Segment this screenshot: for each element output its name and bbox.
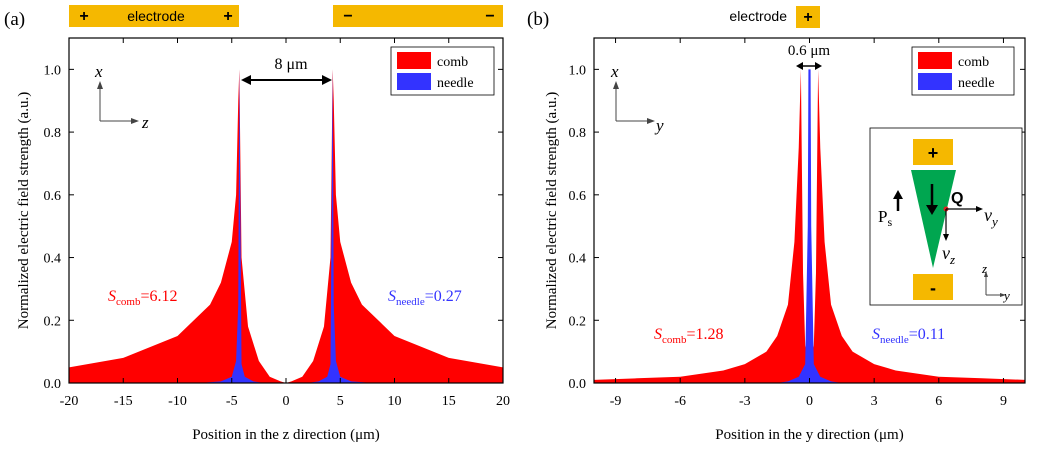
inset-q-label: Q (951, 190, 963, 207)
s-comb-annotation: Scomb=1.28 (654, 326, 723, 346)
y-tick-label: 0.8 (44, 126, 62, 141)
legend-a: comb needle (390, 46, 495, 96)
x-tick-label: -5 (226, 394, 238, 409)
gap-label: 0.6 μm (788, 43, 831, 59)
s-needle-annotation: Sneedle=0.27 (388, 288, 462, 308)
electrode-sign-left: − (343, 8, 352, 25)
inset-needle-shape (911, 170, 956, 268)
legend-b: comb needle (911, 46, 1015, 96)
inset-plus-sign: + (928, 143, 939, 163)
series-area-needle (594, 69, 1025, 384)
y-tick-label: 0.6 (44, 189, 62, 204)
inset-axis-z: z (981, 261, 987, 276)
x-tick-label: -20 (60, 394, 79, 409)
electrode-b: electrode + (729, 6, 820, 28)
inset-minus-sign: - (930, 278, 936, 298)
series-area-comb (69, 69, 503, 384)
panel-label-a: (a) (4, 9, 25, 30)
x-tick-label: 9 (1000, 394, 1007, 409)
x-tick-label: 6 (935, 394, 942, 409)
electrode-bar (796, 6, 820, 28)
x-tick-label: 0 (806, 394, 813, 409)
x-tick-label: 10 (388, 394, 402, 409)
legend-swatch-comb (397, 52, 431, 69)
electrode-bar (333, 5, 503, 27)
y-tick-label: 0.8 (569, 126, 587, 141)
axis-label-x: x (94, 62, 103, 81)
y-tick-label: 0.4 (569, 252, 587, 267)
axes-indicator-a: x z (94, 62, 149, 132)
inset-vz-label: vz (942, 243, 955, 267)
y-tick-label: 0.0 (44, 377, 62, 392)
axis-label-z: z (141, 113, 149, 132)
x-tick-label: -6 (674, 394, 686, 409)
y-tick-label: 0.0 (569, 377, 587, 392)
x-tick-label: 15 (442, 394, 456, 409)
panel-b: (b) electrode + -9 -6 -3 0 3 6 9 0.0 0.2 0.4 0.6 0.… (527, 6, 1026, 443)
electrode-negative-a: − − (333, 5, 503, 27)
y-axis-title: Normalized electric field strength (a.u.… (544, 92, 560, 329)
legend-label-comb: comb (437, 55, 468, 70)
legend-label-comb: comb (958, 55, 989, 70)
electrode-label: electrode (127, 8, 185, 24)
x-axis-title: Position in the y direction (μm) (715, 427, 903, 443)
electrode-sign-right: + (223, 8, 232, 25)
legend-swatch-comb (918, 52, 952, 69)
inset-vy-label: vy (984, 205, 998, 229)
inset-electrode-positive (913, 139, 953, 165)
legend-label-needle: needle (958, 76, 995, 91)
electrode-bar (69, 5, 239, 27)
legend-label-needle: needle (437, 76, 474, 91)
y-tick-label: 0.4 (44, 252, 62, 267)
electrode-label: electrode (729, 8, 787, 24)
x-tick-label: 0 (283, 394, 290, 409)
legend-swatch-needle (918, 73, 952, 90)
axis-label-y: y (654, 116, 664, 135)
x-tick-label: 3 (871, 394, 878, 409)
panel-label-b: (b) (527, 9, 549, 30)
x-tick-label: -10 (168, 394, 187, 409)
y-tick-label: 0.2 (569, 314, 587, 329)
s-comb-annotation: Scomb=6.12 (108, 288, 177, 308)
legend-swatch-needle (397, 73, 431, 90)
x-axis-title: Position in the z direction (μm) (192, 427, 380, 443)
axis-label-x: x (610, 62, 619, 81)
plot-area-a: -20 -15 -10 -5 0 5 10 15 20 0.0 0.2 0.4 0.6 0.8 1.0 Pos… (16, 37, 510, 443)
x-tick-label: 5 (337, 394, 344, 409)
x-tick-label: -15 (114, 394, 133, 409)
inset-electrode-negative (913, 274, 953, 300)
s-needle-annotation: Sneedle=0.11 (872, 326, 945, 346)
plot-area-b: -9 -6 -3 0 3 6 9 0.0 0.2 0.4 0.6 0.8 1.0 Position in … (544, 37, 1026, 443)
electrode-sign-left: + (79, 8, 88, 25)
x-tick-label: 20 (496, 394, 510, 409)
x-tick-label: -9 (610, 394, 622, 409)
gap-annotation-b: 0.6 μm (788, 43, 831, 70)
y-tick-label: 1.0 (569, 63, 587, 78)
panel-a: (a) + electrode + − − -20 -15 -10 -5 0 5 10 15 2… (4, 5, 510, 443)
y-tick-label: 1.0 (44, 63, 62, 78)
gap-label: 8 μm (274, 56, 308, 73)
y-axis-title: Normalized electric field strength (a.u.… (16, 92, 32, 329)
inset-schematic: + - Q Ps vy vz z y (869, 127, 1023, 306)
inset-ps-label: Ps (878, 207, 892, 229)
electrode-sign-right: − (485, 8, 494, 25)
electrode-sign: + (803, 9, 812, 26)
x-tick-label: -3 (739, 394, 751, 409)
y-tick-label: 0.2 (44, 314, 62, 329)
y-tick-label: 0.6 (569, 189, 587, 204)
series-area-needle (69, 69, 503, 384)
electrode-positive-a: + electrode + (69, 5, 239, 27)
axes-indicator-b: x y (610, 62, 664, 135)
gap-annotation-a: 8 μm (241, 56, 332, 85)
inset-axis-y: y (1002, 288, 1010, 303)
